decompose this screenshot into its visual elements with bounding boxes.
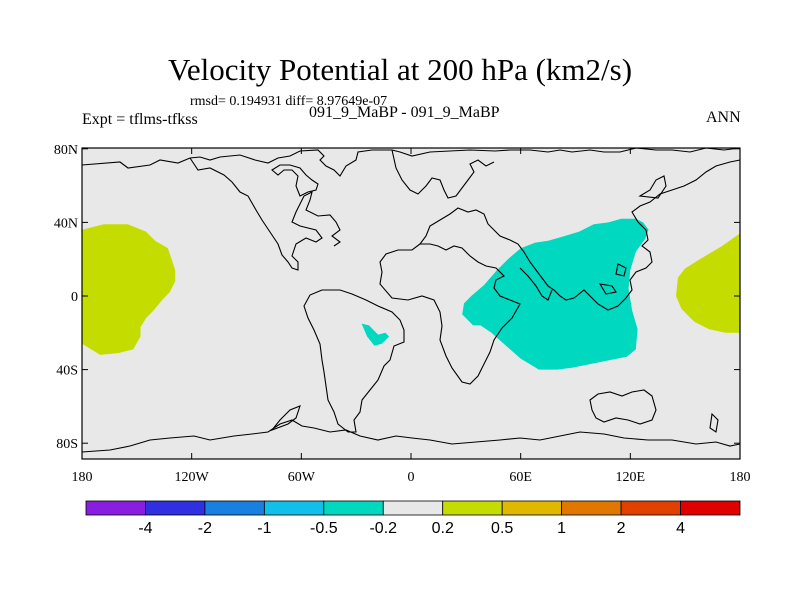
new-zealand-coast — [709, 412, 719, 433]
colorbar-swatch — [561, 500, 622, 516]
colorbar-swatch — [204, 500, 265, 516]
mediterranean-coast — [419, 207, 549, 287]
y-tick-label: 80N — [54, 143, 78, 158]
asia-coast — [547, 159, 741, 311]
colorbar-label: -0.5 — [310, 520, 338, 537]
colorbar-label: 2 — [617, 520, 626, 537]
season-label: ANN — [706, 109, 741, 126]
colorbar-swatch — [382, 500, 444, 516]
case-subtitle: 091_9_MaBP - 091_9_MaBP — [309, 104, 500, 121]
x-tick-label: 60W — [288, 470, 316, 485]
colorbar-swatch — [620, 500, 681, 516]
experiment-label: Expt = tflms-tfkss — [82, 111, 198, 128]
colorbar-label: -0.2 — [369, 520, 397, 537]
colorbar-label: 0.5 — [491, 520, 513, 537]
colorbar-label: -1 — [257, 520, 271, 537]
region-pacific-west-positive — [676, 233, 740, 333]
x-tick-label: 180 — [72, 470, 93, 485]
south-america-coast — [303, 289, 405, 433]
coastlines — [81, 147, 741, 453]
y-tick-label: 40N — [54, 216, 78, 231]
x-tick-label: 120W — [175, 470, 210, 485]
stats-line: rmsd= 0.194931 diff= 8.97649e-07 — [190, 94, 388, 109]
india-coast — [519, 267, 553, 301]
region-pacific-east-positive — [82, 224, 176, 355]
colorbar-swatch — [680, 500, 741, 516]
x-tick-label: 60E — [509, 470, 532, 485]
colorbar-label: 1 — [557, 520, 566, 537]
antarctica-coast — [81, 419, 741, 453]
arctic-coast — [81, 147, 741, 177]
chart-title: Velocity Potential at 200 hPa (km2/s) — [167, 52, 633, 87]
colorbar-label: 0.2 — [432, 520, 454, 537]
africa-europe-coast — [379, 243, 521, 385]
hudson-bay-coast — [271, 164, 319, 197]
colorbar-swatch — [263, 500, 325, 516]
colorbar-swatch — [145, 500, 206, 516]
x-tick-label: 180 — [730, 470, 751, 485]
antarctic-peninsula — [270, 405, 301, 432]
anomaly-regions — [82, 218, 740, 370]
y-tick-label: 80S — [56, 437, 78, 452]
colorbar-label: -4 — [138, 520, 152, 537]
colorbar-swatch — [85, 500, 146, 516]
x-tick-label: 120E — [616, 470, 646, 485]
colorbar-swatch — [323, 500, 384, 516]
australia-coast — [589, 389, 657, 425]
y-tick-label: 40S — [56, 364, 78, 379]
axis-ticks: 180 120W 60W 0 60E 120E 180 80N 40N 0 40S 80S — [54, 143, 751, 485]
colorbar-swatch — [442, 500, 503, 516]
y-tick-label: 0 — [71, 290, 78, 305]
north-america-coast — [189, 157, 341, 271]
colorbar: -4 -2 -1 -0.5 -0.2 0.2 0.5 1 2 4 — [85, 500, 741, 537]
region-atlantic-negative — [361, 323, 390, 346]
x-tick-label: 0 — [408, 470, 415, 485]
east-asia-islands — [598, 175, 667, 295]
europe-north-coast — [391, 149, 495, 199]
colorbar-label: 4 — [676, 520, 685, 537]
colorbar-swatch — [501, 500, 563, 516]
colorbar-label: -2 — [198, 520, 212, 537]
region-indian-ocean-negative — [462, 218, 649, 370]
